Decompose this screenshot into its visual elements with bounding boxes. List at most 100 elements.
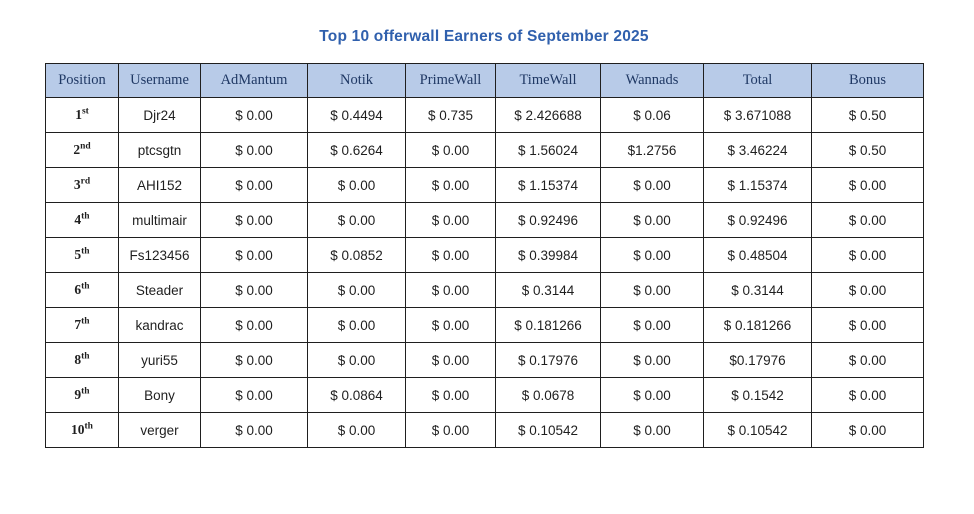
- table-row: 9th Bony $ 0.00 $ 0.0864 $ 0.00 $ 0.0678 $ 0.0…: [45, 377, 924, 413]
- notik-cell: $ 0.6264: [307, 132, 406, 168]
- bonus-cell: $ 0.00: [811, 412, 924, 448]
- col-header-admantum: AdMantum: [200, 63, 308, 98]
- position-number: 2: [73, 142, 81, 157]
- position-ordinal-suffix: nd: [80, 141, 91, 152]
- bonus-cell: $ 0.00: [811, 272, 924, 308]
- primewall-cell: $ 0.00: [405, 412, 496, 448]
- earners-table: Position Username AdMantum Notik PrimeWa…: [45, 63, 924, 448]
- wannads-cell: $ 0.00: [600, 272, 704, 308]
- username-cell: Bony: [118, 377, 201, 413]
- position-number: 8: [74, 352, 82, 367]
- position-number: 7: [74, 317, 82, 332]
- position-number: 1: [75, 107, 82, 122]
- bonus-cell: $ 0.00: [811, 377, 924, 413]
- wannads-cell: $ 0.06: [600, 97, 704, 133]
- position-cell: 3rd: [45, 167, 119, 203]
- primewall-cell: $ 0.00: [405, 272, 496, 308]
- position-number: 4: [74, 212, 82, 227]
- admantum-cell: $ 0.00: [200, 342, 308, 378]
- bonus-cell: $ 0.50: [811, 132, 924, 168]
- timewall-cell: $ 0.92496: [495, 202, 601, 238]
- admantum-cell: $ 0.00: [200, 167, 308, 203]
- admantum-cell: $ 0.00: [200, 132, 308, 168]
- table-row: 2nd ptcsgtn $ 0.00 $ 0.6264 $ 0.00 $ 1.56024 $…: [45, 132, 924, 168]
- notik-cell: $ 0.00: [307, 167, 406, 203]
- primewall-cell: $ 0.00: [405, 307, 496, 343]
- username-cell: Steader: [118, 272, 201, 308]
- username-cell: Djr24: [118, 97, 201, 133]
- position-ordinal-suffix: th: [81, 281, 90, 292]
- admantum-cell: $ 0.00: [200, 377, 308, 413]
- notik-cell: $ 0.00: [307, 307, 406, 343]
- wannads-cell: $ 0.00: [600, 307, 704, 343]
- total-cell: $ 1.15374: [703, 167, 812, 203]
- wannads-cell: $ 0.00: [600, 377, 704, 413]
- primewall-cell: $ 0.00: [405, 132, 496, 168]
- notik-cell: $ 0.00: [307, 412, 406, 448]
- timewall-cell: $ 1.56024: [495, 132, 601, 168]
- position-ordinal-suffix: th: [81, 351, 90, 362]
- timewall-cell: $ 0.10542: [495, 412, 601, 448]
- bonus-cell: $ 0.00: [811, 342, 924, 378]
- position-number: 5: [74, 247, 82, 262]
- admantum-cell: $ 0.00: [200, 307, 308, 343]
- position-cell: 7th: [45, 307, 119, 343]
- col-header-wannads: Wannads: [600, 63, 704, 98]
- position-number: 3: [73, 177, 81, 192]
- position-cell: 10th: [45, 412, 119, 448]
- table-body: 1st Djr24 $ 0.00 $ 0.4494 $ 0.735 $ 2.426688 $…: [45, 97, 924, 448]
- username-cell: ptcsgtn: [118, 132, 201, 168]
- wannads-cell: $ 0.00: [600, 167, 704, 203]
- col-header-total: Total: [703, 63, 812, 98]
- wannads-cell: $ 0.00: [600, 202, 704, 238]
- bonus-cell: $ 0.00: [811, 307, 924, 343]
- username-cell: yuri55: [118, 342, 201, 378]
- wannads-cell: $ 0.00: [600, 342, 704, 378]
- notik-cell: $ 0.00: [307, 202, 406, 238]
- position-cell: 6th: [45, 272, 119, 308]
- position-ordinal-suffix: rd: [80, 176, 91, 187]
- table-row: 1st Djr24 $ 0.00 $ 0.4494 $ 0.735 $ 2.426688 $…: [45, 97, 924, 133]
- admantum-cell: $ 0.00: [200, 412, 308, 448]
- primewall-cell: $ 0.00: [405, 377, 496, 413]
- primewall-cell: $ 0.00: [405, 202, 496, 238]
- position-cell: 2nd: [45, 132, 119, 168]
- table-row: 8th yuri55 $ 0.00 $ 0.00 $ 0.00 $ 0.17976 $ 0.…: [45, 342, 924, 378]
- total-cell: $ 3.671088: [703, 97, 812, 133]
- timewall-cell: $ 0.3144: [495, 272, 601, 308]
- timewall-cell: $ 0.17976: [495, 342, 601, 378]
- notik-cell: $ 0.4494: [307, 97, 406, 133]
- timewall-cell: $ 0.181266: [495, 307, 601, 343]
- bonus-cell: $ 0.00: [811, 167, 924, 203]
- total-cell: $ 0.3144: [703, 272, 812, 308]
- total-cell: $ 0.48504: [703, 237, 812, 273]
- username-cell: AHI152: [118, 167, 201, 203]
- position-cell: 5th: [45, 237, 119, 273]
- position-cell: 9th: [45, 377, 119, 413]
- position-cell: 4th: [45, 202, 119, 238]
- timewall-cell: $ 2.426688: [495, 97, 601, 133]
- total-cell: $ 0.10542: [703, 412, 812, 448]
- col-header-timewall: TimeWall: [495, 63, 601, 98]
- header-row: Position Username AdMantum Notik PrimeWa…: [45, 63, 924, 98]
- wannads-cell: $ 0.00: [600, 412, 704, 448]
- total-cell: $0.17976: [703, 342, 812, 378]
- col-header-primewall: PrimeWall: [405, 63, 496, 98]
- notik-cell: $ 0.0852: [307, 237, 406, 273]
- col-header-username: Username: [118, 63, 201, 98]
- page-title: Top 10 offerwall Earners of September 20…: [319, 28, 649, 45]
- position-ordinal-suffix: st: [81, 106, 89, 117]
- position-number: 6: [74, 282, 82, 297]
- timewall-cell: $ 0.0678: [495, 377, 601, 413]
- position-cell: 8th: [45, 342, 119, 378]
- table-row: 7th kandrac $ 0.00 $ 0.00 $ 0.00 $ 0.181266 $ …: [45, 307, 924, 343]
- position-cell: 1st: [45, 97, 119, 133]
- bonus-cell: $ 0.50: [811, 97, 924, 133]
- table-row: 6th Steader $ 0.00 $ 0.00 $ 0.00 $ 0.3144 $ 0.…: [45, 272, 924, 308]
- primewall-cell: $ 0.735: [405, 97, 496, 133]
- admantum-cell: $ 0.00: [200, 237, 308, 273]
- notik-cell: $ 0.0864: [307, 377, 406, 413]
- admantum-cell: $ 0.00: [200, 272, 308, 308]
- col-header-bonus: Bonus: [811, 63, 924, 98]
- position-number: 10: [71, 422, 85, 437]
